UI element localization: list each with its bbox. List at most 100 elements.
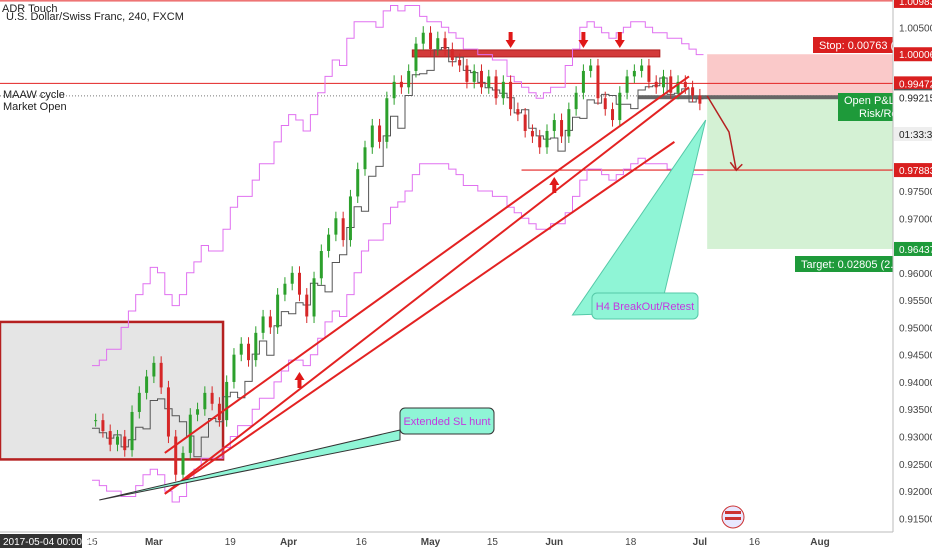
- sl-hunt-pointer: [99, 429, 401, 501]
- time-tick-label: Mar: [145, 537, 163, 548]
- candle-body: [545, 130, 549, 148]
- candle-body: [618, 92, 622, 121]
- sl-hunt-callout: [399, 407, 495, 435]
- price-tick-label: 1.00500: [899, 23, 932, 34]
- candle-body: [348, 196, 352, 241]
- target-label-bg: [795, 256, 893, 272]
- time-axis[interactable]: 15 Mar 19 Apr 16 May 15 Jun 18 Jul 16 Aug 2017-05-04…: [0, 531, 893, 550]
- indicator-title: ADR Touch: [2, 3, 57, 15]
- flag-stripe-icon: [725, 511, 741, 514]
- candle-body: [429, 32, 433, 50]
- trendline-2: [164, 75, 690, 454]
- candle-body: [268, 316, 272, 328]
- candles-layer: [94, 26, 702, 482]
- candle-body: [516, 109, 520, 115]
- candle-body: [509, 81, 513, 110]
- candle-body: [596, 65, 600, 99]
- maaw-cycle-line: [92, 47, 704, 458]
- stop-label-bg: [813, 37, 893, 53]
- flag-stripe-icon: [725, 517, 741, 520]
- price-tag: 0.96437: [899, 245, 932, 256]
- countdown-label: 01:33:31: [899, 130, 932, 141]
- candle-body: [538, 136, 542, 148]
- candle-body: [487, 76, 491, 88]
- candle-body: [392, 81, 396, 99]
- candle-body: [530, 130, 534, 137]
- candle-body: [414, 43, 418, 71]
- candle-body: [479, 70, 483, 88]
- candle-body: [290, 272, 294, 284]
- candle-body: [145, 376, 149, 393]
- indicator-maaw-cycle[interactable]: MAAW cycle: [3, 89, 65, 101]
- candle-body: [640, 65, 644, 71]
- candle-body: [225, 381, 229, 421]
- cursor-date-label: 2017-05-04 00:00:00: [3, 537, 96, 548]
- time-axis-bg: [0, 532, 893, 550]
- up-arrow-marker: [549, 177, 560, 193]
- candle-body: [450, 49, 454, 61]
- price-tick-label: 0.91500: [899, 514, 932, 525]
- candle-body: [261, 316, 265, 333]
- price-tick-label: 0.94000: [899, 378, 932, 389]
- price-tick-label: 0.96000: [899, 269, 932, 280]
- candle-body: [407, 70, 411, 88]
- candle-body: [494, 76, 498, 99]
- candle-body: [334, 218, 338, 235]
- time-tick-label: 16: [356, 537, 368, 548]
- risk-reward-label: Risk/Re: [859, 108, 898, 120]
- take-profit-zone: [707, 95, 893, 249]
- open-pl-label: Open P&L:: [844, 95, 898, 107]
- candle-body: [589, 65, 593, 71]
- candle-body: [683, 81, 687, 88]
- candle-body: [523, 114, 527, 131]
- candle-body: [574, 92, 578, 110]
- price-tick-label: 0.97000: [899, 214, 932, 225]
- up-arrow-marker: [294, 372, 305, 388]
- annotations-layer: H4 BreakOut/Retest Extended SL hunt Stop: …: [99, 32, 900, 529]
- price-tick-label: 0.92000: [899, 487, 932, 498]
- candle-body: [552, 120, 556, 131]
- candle-body: [181, 452, 185, 475]
- candle-body: [378, 125, 382, 142]
- candle-body: [166, 387, 170, 437]
- price-axis[interactable]: 1.005001.000000.995000.985000.975000.970…: [892, 0, 932, 550]
- price-tick-label: 0.95500: [899, 296, 932, 307]
- target-label: Target: 0.02805 (2.8: [801, 259, 899, 271]
- cursor-date-bg: [0, 534, 82, 548]
- h4-breakout-pointer: [571, 119, 707, 316]
- candle-body: [385, 98, 389, 142]
- time-tick-label: Aug: [810, 537, 829, 548]
- candle-body: [632, 70, 636, 77]
- candle-body: [436, 38, 440, 50]
- adr-upper-band: [92, 5, 704, 367]
- price-tag-bg: [894, 241, 932, 256]
- candle-body: [661, 76, 665, 88]
- candle-body: [174, 436, 178, 475]
- background-layer: [0, 0, 893, 461]
- time-tick-label: Jun: [545, 537, 563, 548]
- candle-body: [370, 125, 374, 148]
- projection-arrow: [706, 95, 738, 171]
- down-arrow-marker: [614, 32, 625, 48]
- candle-body: [669, 76, 673, 93]
- candle-body: [421, 32, 425, 44]
- stop-label: Stop: 0.00763 (0: [819, 40, 900, 52]
- indicator-market-open[interactable]: Market Open: [3, 101, 67, 113]
- price-tick-label: 0.93500: [899, 405, 932, 416]
- price-tag-bg: [894, 163, 932, 178]
- price-tick-label: 0.94500: [899, 351, 932, 362]
- candle-body: [443, 38, 447, 50]
- time-tick-label: 15: [487, 537, 499, 548]
- candle-body: [654, 81, 658, 88]
- candle-body: [472, 70, 476, 82]
- candle-body: [101, 420, 105, 432]
- trendline-3: [164, 141, 675, 495]
- price-tag: 1.00983: [899, 0, 932, 8]
- candle-body: [123, 436, 127, 451]
- candle-body: [203, 392, 207, 410]
- price-tag: 1.00006: [899, 50, 932, 61]
- candle-body: [196, 409, 200, 415]
- price-tick-label: 0.92500: [899, 460, 932, 471]
- candle-body: [297, 272, 301, 295]
